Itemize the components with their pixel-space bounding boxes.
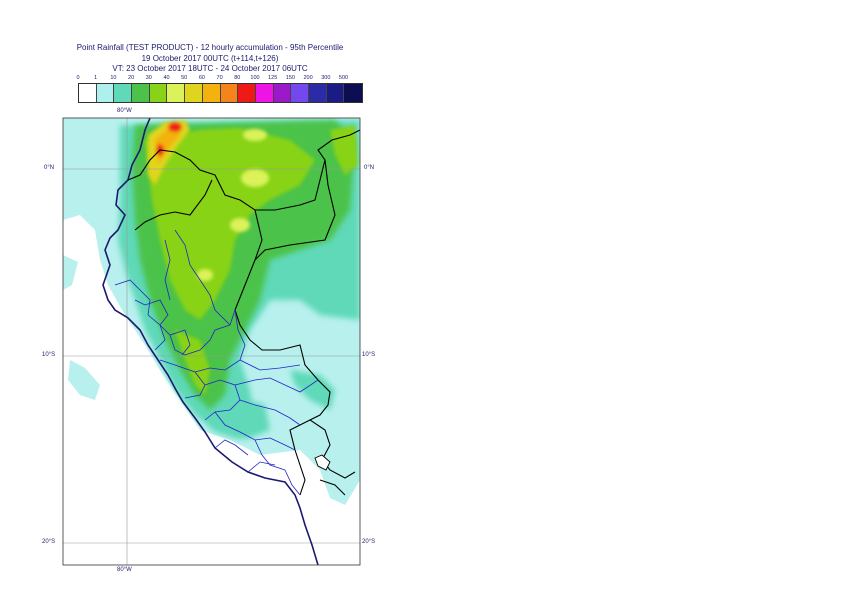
legend-swatch-9: [238, 84, 256, 102]
legend-tick-label: 0: [76, 75, 80, 81]
legend-tick-labels: 0 1 10 20 30 40 50 60 70 80 100 125 150 200 300 500: [0, 75, 842, 85]
lat-label-left-20: 20°S: [42, 539, 56, 545]
legend-tick-label: 150: [285, 75, 295, 81]
legend-swatch-5: [167, 84, 186, 102]
rain-field-lime: [145, 125, 358, 395]
valid-time-subtitle: VT: 23 October 2017 18UTC - 24 October 2…: [112, 64, 308, 73]
admin-boundaries: [114, 229, 319, 496]
legend-tick-label: 40: [163, 75, 170, 81]
legend-tick-label: 60: [198, 75, 205, 81]
legend-tick-label: 100: [250, 75, 260, 81]
legend-swatch-14: [326, 84, 345, 102]
legend-tick-label: 20: [128, 75, 135, 81]
legend-swatch-13: [308, 84, 327, 102]
legend-swatch-8: [220, 84, 239, 102]
legend-swatch-6: [185, 84, 203, 102]
bottom-longitude-label: 80°W: [117, 567, 132, 573]
coastline: [102, 118, 319, 565]
legend-tick-label: 10: [110, 75, 117, 81]
map-title: Point Rainfall (TEST PRODUCT) - 12 hourl…: [76, 43, 344, 52]
legend-swatch-3: [132, 84, 150, 102]
legend-tick-label: 1: [94, 75, 98, 81]
legend-swatch-10: [255, 84, 274, 102]
legend-swatch-0: [79, 84, 97, 102]
legend-tick-label: 80: [234, 75, 241, 81]
legend-swatch-11: [273, 84, 292, 102]
legend-tick-label: 70: [216, 75, 223, 81]
lat-label-right-20: 20°S: [362, 539, 376, 545]
lat-label-right-10: 10°S: [362, 352, 376, 358]
rain-field-pale-yellow: [197, 129, 269, 281]
legend-swatch-12: [291, 84, 309, 102]
legend-tick-label: 200: [303, 75, 313, 81]
lat-label-right-0: 0°N: [364, 165, 375, 171]
legend-swatch-15: [344, 84, 362, 102]
legend-tick-label: 500: [338, 75, 349, 81]
lat-label-left-10: 10°S: [42, 352, 56, 358]
legend-tick-label: 50: [181, 75, 188, 81]
color-legend: [78, 83, 363, 103]
lat-label-left-0: 0°N: [44, 165, 55, 171]
legend-swatch-2: [114, 84, 133, 102]
top-longitude-label: 80°W: [117, 108, 132, 114]
lake-outline: [314, 454, 331, 471]
legend-tick-label: 125: [268, 75, 278, 81]
legend-tick-label: 30: [145, 75, 152, 81]
base-time-subtitle: 19 October 2017 00UTC (t+114,t+126): [141, 54, 279, 63]
legend-tick-label: 300: [321, 75, 331, 81]
legend-swatch-1: [96, 84, 115, 102]
legend-swatch-7: [202, 84, 221, 102]
map-frame: [62, 117, 361, 566]
legend-swatch-4: [149, 84, 168, 102]
